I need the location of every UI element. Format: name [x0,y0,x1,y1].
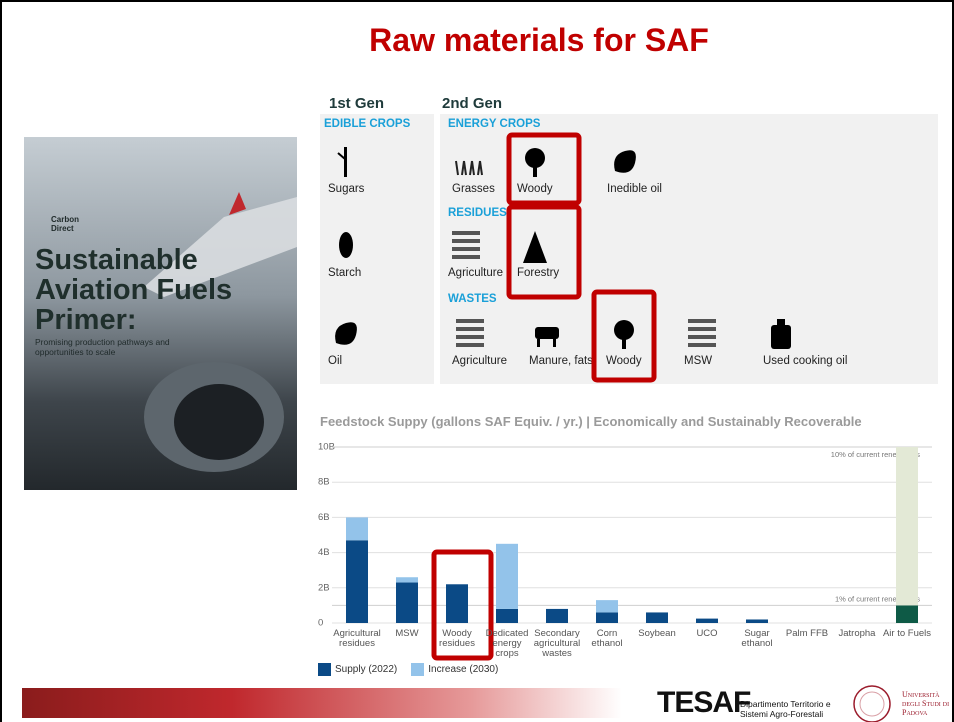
x-tick-label: Sugar ethanol [731,629,783,649]
legend-label: Supply (2022) [335,664,397,675]
y-tick-label: 0 [318,618,323,629]
y-tick-label: 2B [318,582,330,593]
bar [396,577,418,582]
bar [496,609,518,623]
x-tick-label: Agricultural residues [331,629,383,649]
bar [496,544,518,609]
bar [896,605,918,623]
bar [346,517,368,540]
x-tick-label: Secondary agricultural wastes [531,629,583,659]
legend-item: Supply (2022) [318,663,397,676]
bar [446,584,468,623]
x-tick-label: Palm FFB [781,629,833,639]
x-tick-label: Soybean [631,629,683,639]
x-tick-label: Woody residues [431,629,483,649]
department-name: Dipartimento Territorio e Sistemi Agro-F… [740,699,850,719]
university-name: Università degli Studi di Padova [902,690,954,717]
university-seal [850,684,894,722]
y-tick-label: 4B [318,547,330,558]
x-tick-label: MSW [381,629,433,639]
bar [646,612,668,623]
x-tick-label: Jatropha [831,629,883,639]
bar [396,583,418,623]
slide: Raw materials for SAF Carbon Direct Sust… [0,0,954,722]
bar [746,619,768,623]
legend-item: Increase (2030) [411,663,498,676]
legend-label: Increase (2030) [428,664,498,675]
legend-swatch [411,663,424,676]
footer-bar [22,688,622,718]
bar [596,612,618,623]
department-logo: TESAF [657,686,750,720]
bar [596,600,618,612]
bar [346,540,368,623]
y-tick-label: 8B [318,477,330,488]
y-tick-label: 6B [318,512,330,523]
x-tick-label: Dedicated energy crops [481,629,533,659]
legend: Supply (2022) Increase (2030) [318,663,498,676]
legend-swatch [318,663,331,676]
bar [896,447,918,605]
x-tick-label: Corn ethanol [581,629,633,649]
x-tick-label: Air to Fuels [881,629,933,639]
x-tick-label: UCO [681,629,733,639]
bar [696,619,718,623]
bar [546,609,568,623]
